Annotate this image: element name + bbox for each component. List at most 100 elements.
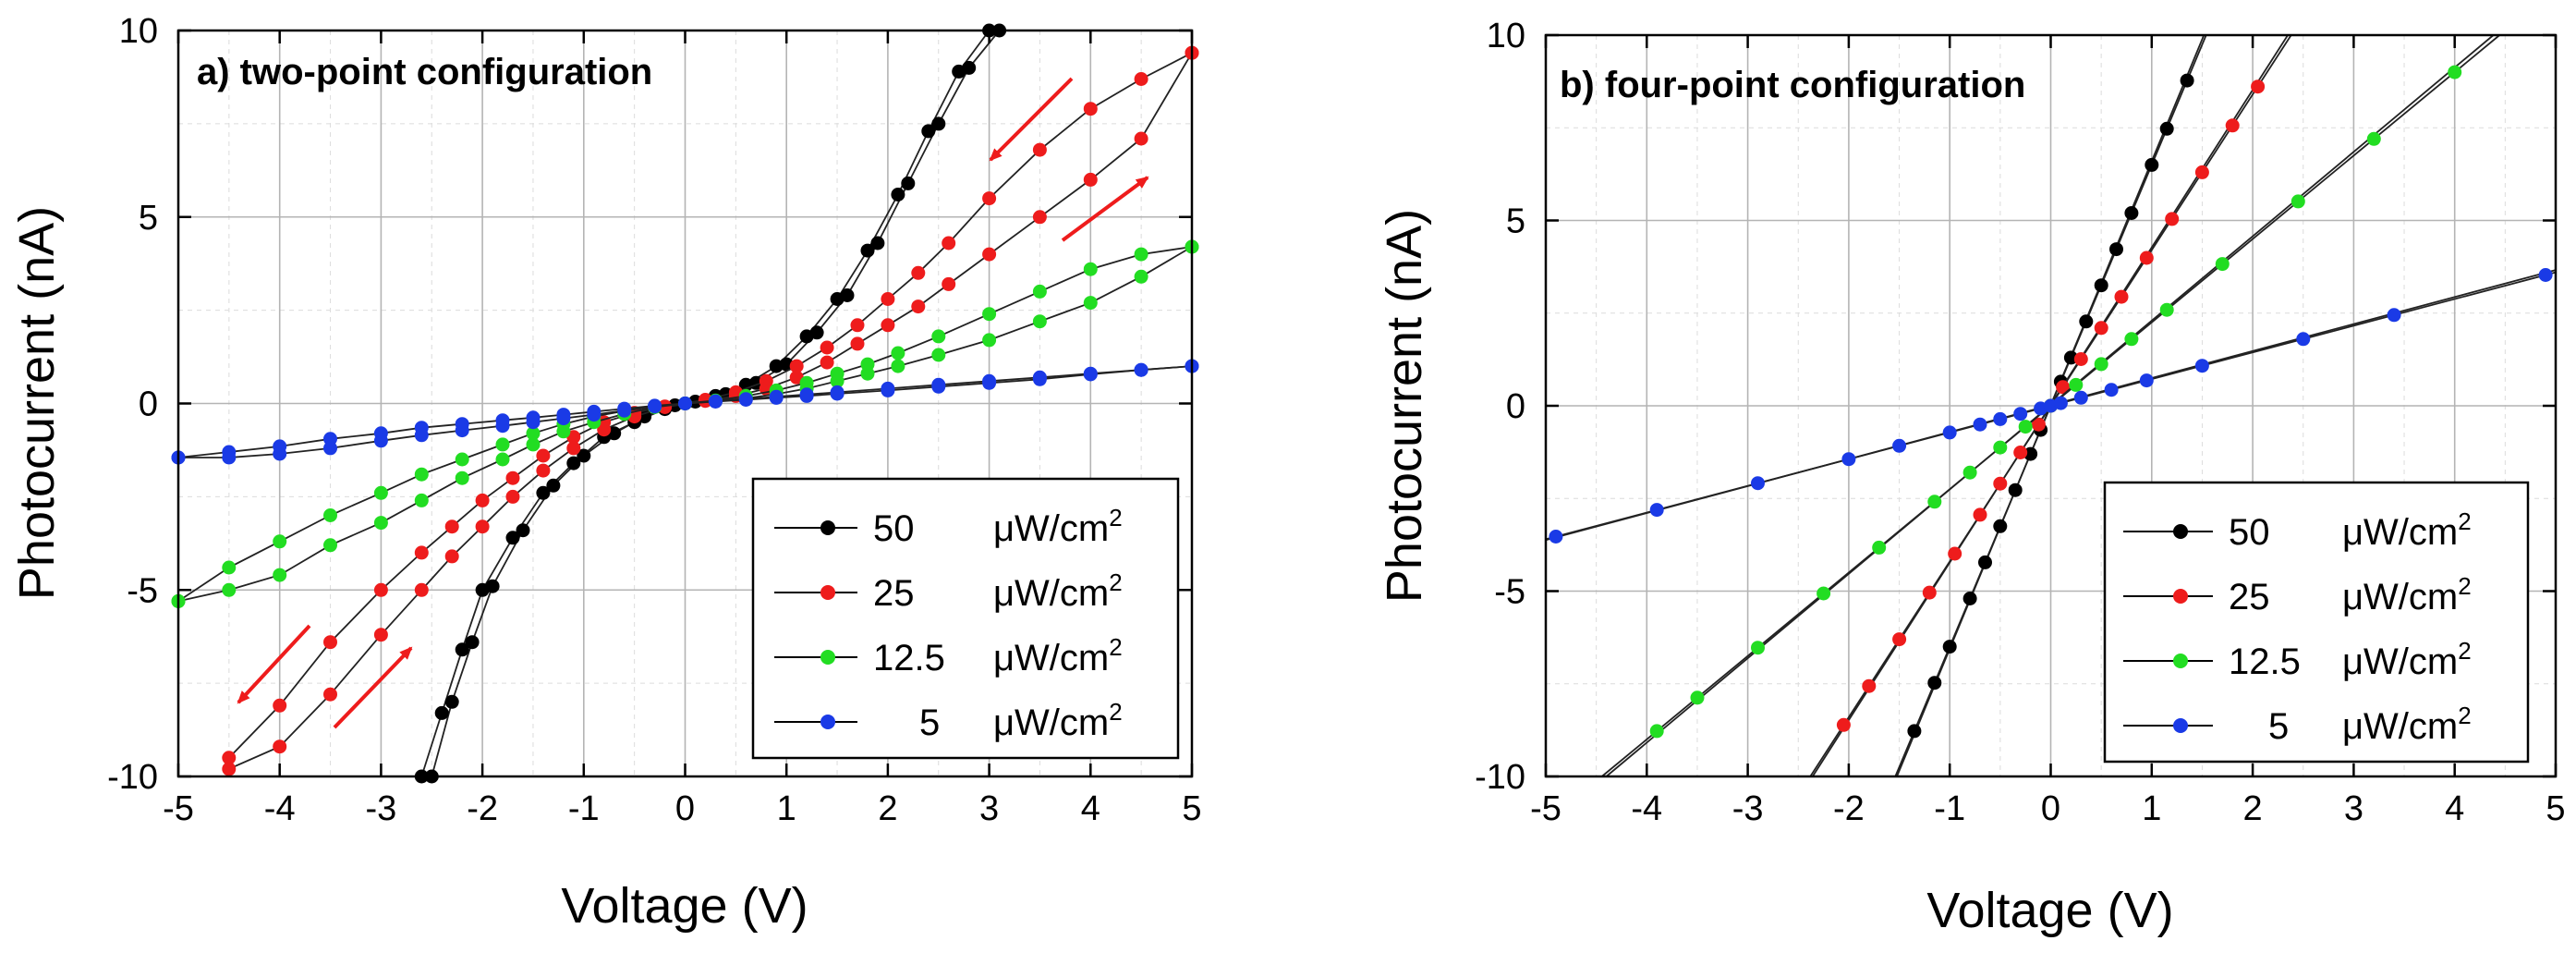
data-series xyxy=(171,239,1199,608)
x-tick-label: 3 xyxy=(2344,789,2363,828)
data-point xyxy=(962,60,977,75)
plot-series-group xyxy=(171,23,1199,784)
data-point xyxy=(2013,407,2028,422)
data-point xyxy=(536,463,551,478)
data-point xyxy=(546,478,561,493)
data-point xyxy=(1134,131,1148,146)
x-tick-label: -4 xyxy=(264,789,296,828)
legend-unit-sup: 2 xyxy=(1109,568,1122,596)
data-point xyxy=(820,355,834,370)
legend-label: 25 xyxy=(2229,577,2270,617)
legend-marker xyxy=(820,585,835,600)
legend-marker xyxy=(820,650,835,665)
legend-unit-sup: 2 xyxy=(1109,504,1122,531)
data-point xyxy=(1032,284,1047,299)
legend-entry: 50 μW/cm2 xyxy=(774,504,1123,549)
y-tick-label: 5 xyxy=(139,199,158,238)
data-point xyxy=(1032,142,1047,157)
data-point xyxy=(931,348,946,362)
legend-unit: μW/cm2 xyxy=(2342,507,2472,553)
data-point xyxy=(475,493,490,507)
x-tick-label: 4 xyxy=(1081,789,1100,828)
sweep-arrow xyxy=(1061,176,1149,242)
data-point xyxy=(455,470,469,485)
y-tick-label: 10 xyxy=(119,12,158,51)
data-point xyxy=(323,441,337,456)
data-point xyxy=(566,441,581,456)
data-point xyxy=(373,485,388,500)
data-point xyxy=(2094,278,2108,293)
data-point xyxy=(617,403,632,418)
data-point xyxy=(414,428,429,443)
data-point xyxy=(526,437,541,452)
sweep-arrow xyxy=(237,624,311,704)
data-point xyxy=(911,299,926,314)
y-tick-label: 0 xyxy=(139,385,158,424)
legend-unit-sup: 2 xyxy=(2458,637,2471,665)
legend-unit: μW/cm2 xyxy=(2342,702,2472,747)
data-point xyxy=(414,467,429,482)
data-point xyxy=(2251,79,2266,94)
data-point xyxy=(2296,332,2311,347)
data-point xyxy=(455,642,469,657)
y-tick-label: -10 xyxy=(107,758,158,797)
data-point xyxy=(1817,586,1831,601)
data-point xyxy=(931,116,946,131)
data-point xyxy=(536,448,551,463)
legend-label: 12.5 xyxy=(2229,641,2301,682)
data-point xyxy=(1836,717,1851,732)
data-point xyxy=(2073,390,2088,405)
data-point xyxy=(850,318,865,333)
data-point xyxy=(2073,352,2088,366)
y-tick-labels: -10 -5 0 5 10 xyxy=(1475,17,1525,797)
data-point xyxy=(556,411,571,426)
data-point xyxy=(465,635,480,650)
data-point xyxy=(495,437,510,452)
x-tick-label: 1 xyxy=(777,789,796,828)
legend-marker xyxy=(2173,718,2188,733)
x-tick-label: 2 xyxy=(2243,789,2263,828)
data-point xyxy=(2215,257,2230,272)
data-point xyxy=(2104,383,2119,397)
data-point xyxy=(901,176,916,190)
data-point xyxy=(505,470,520,485)
data-point xyxy=(891,346,905,360)
data-point xyxy=(678,397,692,410)
legend-marker xyxy=(820,715,835,729)
legend-unit: μW/cm2 xyxy=(993,698,1123,743)
data-point xyxy=(2124,332,2139,347)
data-point xyxy=(1962,592,1977,605)
legend-unit-sup: 2 xyxy=(2458,572,2471,600)
data-point xyxy=(2194,165,2209,179)
plot-series-group xyxy=(1545,34,2557,777)
data-point xyxy=(2366,131,2381,146)
data-point xyxy=(1922,585,1937,600)
data-point xyxy=(485,579,500,593)
data-point xyxy=(323,538,337,553)
data-point xyxy=(2124,206,2139,220)
data-point xyxy=(942,236,956,250)
data-point xyxy=(222,582,237,597)
data-point xyxy=(1892,438,1907,453)
data-point xyxy=(414,545,429,560)
y-tick-labels: -10 -5 0 5 10 xyxy=(107,12,158,797)
data-point xyxy=(708,395,723,409)
data-point xyxy=(1032,210,1047,225)
data-point xyxy=(495,452,510,467)
data-point xyxy=(1649,724,1664,739)
data-point xyxy=(2165,212,2180,226)
data-point xyxy=(222,751,237,765)
data-point xyxy=(820,340,834,355)
data-point xyxy=(850,336,865,351)
data-point xyxy=(658,400,673,414)
data-point xyxy=(2139,373,2154,388)
data-point xyxy=(1134,247,1148,262)
legend-label: 50 xyxy=(873,508,915,549)
data-point xyxy=(1841,452,1856,467)
data-point xyxy=(830,373,844,388)
data-point xyxy=(1948,546,1962,561)
y-tick-label: 5 xyxy=(1506,202,1525,241)
data-point xyxy=(2031,417,2046,432)
legend-entry: 5 μW/cm2 xyxy=(2123,702,2472,747)
